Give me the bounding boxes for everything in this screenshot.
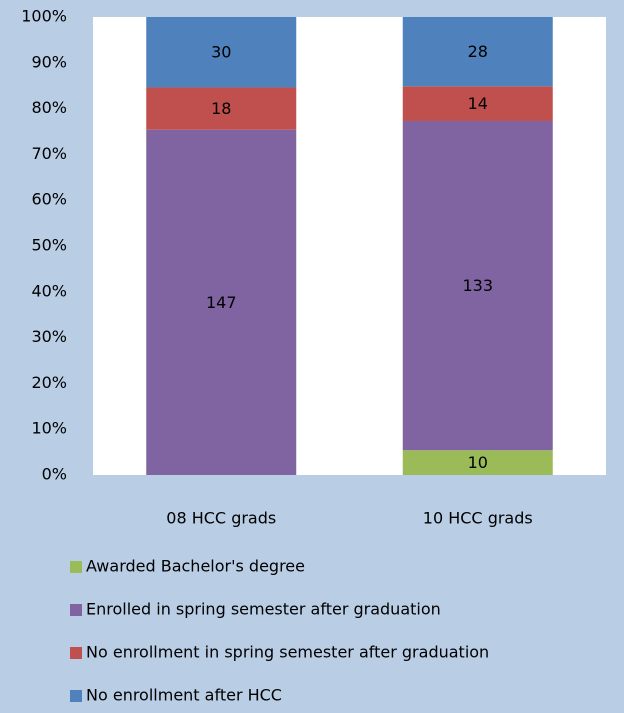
data-label: 10: [468, 453, 488, 472]
bar-segment: [146, 87, 297, 130]
y-tick-label: 100%: [21, 7, 67, 26]
legend-swatch: [70, 561, 82, 573]
legend-label: No enrollment in spring semester after g…: [86, 643, 489, 662]
y-tick-label: 0%: [42, 465, 67, 484]
bar-segment: [146, 17, 297, 88]
bar-segment: [402, 450, 553, 475]
bar-segment: [402, 120, 553, 451]
data-label: 28: [468, 42, 488, 61]
y-tick-label: 10%: [31, 419, 67, 438]
legend-swatch: [70, 604, 82, 616]
y-tick-label: 90%: [31, 52, 67, 71]
bar-segment: [402, 86, 553, 121]
data-label: 30: [211, 43, 231, 62]
data-label: 14: [468, 94, 488, 113]
y-tick-label: 40%: [31, 281, 67, 300]
y-tick-label: 80%: [31, 98, 67, 117]
data-label: 147: [206, 293, 237, 312]
y-tick-label: 50%: [31, 236, 67, 255]
legend-swatch: [70, 647, 82, 659]
y-tick-label: 70%: [31, 144, 67, 163]
x-tick-label: 10 HCC grads: [423, 509, 533, 528]
data-label: 133: [462, 276, 493, 295]
x-tick-label: 08 HCC grads: [166, 509, 276, 528]
data-label: 18: [211, 99, 231, 118]
bar-segment: [402, 17, 553, 87]
bar-segment: [146, 129, 297, 475]
legend-swatch: [70, 690, 82, 702]
legend-label: Awarded Bachelor's degree: [86, 557, 305, 576]
legend-label: Enrolled in spring semester after gradua…: [86, 600, 441, 619]
y-tick-label: 20%: [31, 373, 67, 392]
legend-label: No enrollment after HCC: [86, 686, 282, 705]
y-tick-label: 30%: [31, 327, 67, 346]
y-tick-label: 60%: [31, 190, 67, 209]
